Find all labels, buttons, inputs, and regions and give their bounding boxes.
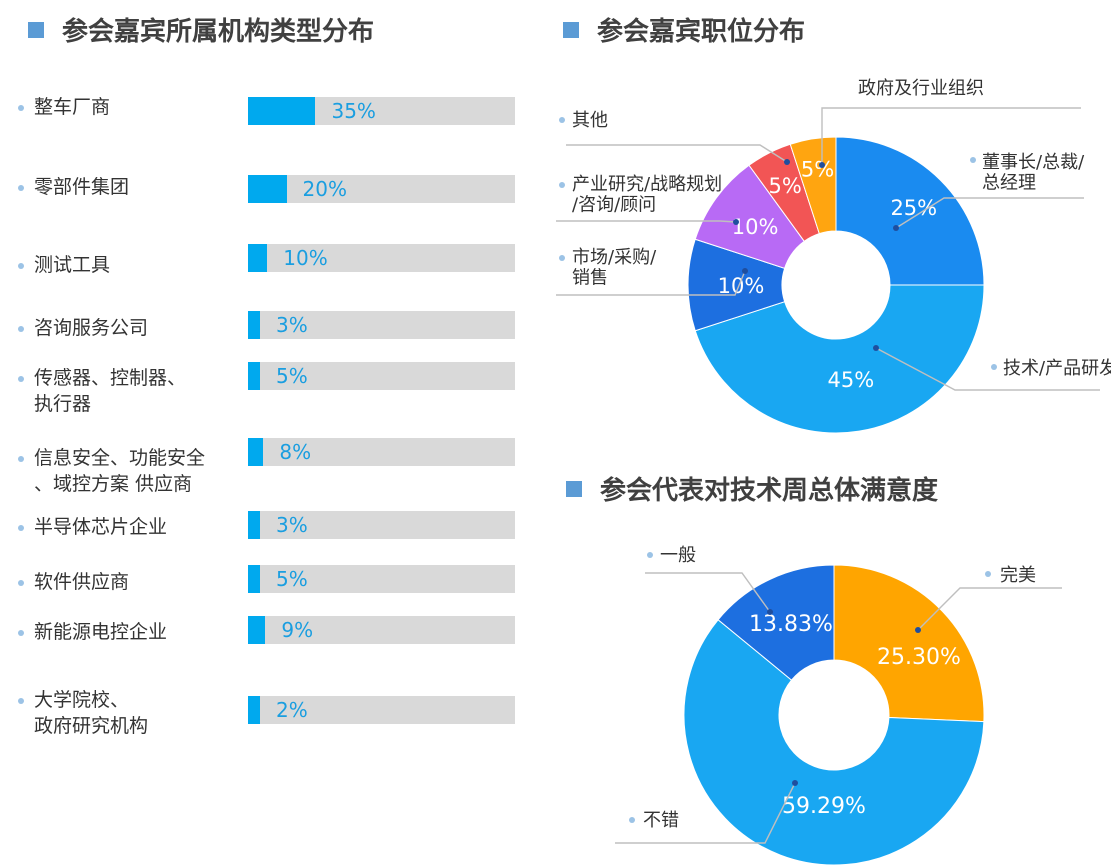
donut-slice <box>833 564 985 723</box>
bar-track: 3% <box>248 511 515 539</box>
org-type-title-text: 参会嘉宾所属机构类型分布 <box>62 17 375 47</box>
donut-category-label: 不错 <box>643 810 679 831</box>
donut-slice <box>683 619 985 865</box>
leader-dot-icon <box>767 609 773 615</box>
position-title: 参会嘉宾职位分布 <box>563 11 805 48</box>
leader-line <box>895 197 1084 229</box>
leader-line <box>556 270 746 296</box>
leader-dot-icon <box>819 162 825 168</box>
bar-category-label: 测试工具 <box>18 252 110 278</box>
donut-slice <box>717 564 835 681</box>
legend-bullet-icon <box>559 117 565 123</box>
donut-category-label: 董事长/总裁/总经理 <box>982 152 1085 194</box>
legend-bullet-icon <box>970 157 976 163</box>
leader-line <box>917 587 1062 631</box>
bar-value-label: 35% <box>331 99 376 123</box>
leader-line <box>615 782 796 844</box>
title-marker-icon <box>566 480 582 497</box>
donut-slice-value-label: 13.83% <box>749 612 833 637</box>
bar-category-label: 整车厂商 <box>18 94 110 120</box>
leader-line <box>875 347 1100 391</box>
donut-category-label: 一般 <box>660 545 696 566</box>
leader-line <box>556 220 737 223</box>
bar-category-label: 传感器、控制器、 执行器 <box>18 365 186 417</box>
leader-dot-icon <box>873 345 879 351</box>
donut-slice-value-label: 10% <box>732 215 779 239</box>
legend-bullet-icon <box>647 552 653 558</box>
bar-value-label: 5% <box>276 364 308 388</box>
donut-slice <box>835 136 985 286</box>
leader-line <box>645 572 771 613</box>
bar-value-label: 3% <box>276 313 308 337</box>
leader-dot-icon <box>784 159 790 165</box>
leader-dot-icon <box>915 627 921 633</box>
donut-slice-value-label: 45% <box>828 368 875 392</box>
bar-fill <box>248 438 264 466</box>
leader-line <box>566 144 788 163</box>
donut-category-label: 技术/产品研发 <box>1003 358 1111 379</box>
bar-category-label: 半导体芯片企业 <box>18 514 167 540</box>
bar-track: 9% <box>248 616 515 644</box>
bar-category-label: 大学院校、 政府研究机构 <box>18 687 148 739</box>
bar-value-label: 10% <box>283 246 328 270</box>
donut-slice <box>789 136 837 235</box>
leader-dot-icon <box>792 780 798 786</box>
leader-line <box>821 107 1081 165</box>
donut-slice-value-label: 5% <box>768 174 801 198</box>
bar-track: 5% <box>248 565 515 593</box>
bar-category-label: 软件供应商 <box>18 569 129 595</box>
donut-category-label: 政府及行业组织 <box>858 78 984 99</box>
bar-fill <box>248 362 260 390</box>
bar-track: 20% <box>248 175 515 203</box>
org-type-title: 参会嘉宾所属机构类型分布 <box>28 11 374 48</box>
donut-category-label: 产业研究/战略规划/咨询/顾问 <box>572 174 722 216</box>
satisfaction-title: 参会代表对技术周总体满意度 <box>566 470 938 507</box>
satisfaction-title-text: 参会代表对技术周总体满意度 <box>600 476 939 506</box>
title-marker-icon <box>563 21 579 38</box>
donut-slice-value-label: 25.30% <box>877 645 961 670</box>
donut-slice-value-label: 10% <box>718 274 765 298</box>
legend-bullet-icon <box>985 571 991 577</box>
position-title-text: 参会嘉宾职位分布 <box>597 17 806 47</box>
leader-dot-icon <box>893 225 899 231</box>
legend-bullet-icon <box>629 817 635 823</box>
title-marker-icon <box>28 21 44 38</box>
bar-fill <box>248 616 266 644</box>
bar-value-label: 20% <box>302 177 347 201</box>
bar-value-label: 8% <box>279 440 312 464</box>
bar-value-label: 5% <box>276 567 308 591</box>
donut-slice-value-label: 5% <box>801 157 834 181</box>
bar-category-label: 新能源电控企业 <box>18 619 167 645</box>
bar-track: 5% <box>248 362 515 390</box>
bar-fill <box>248 97 316 125</box>
donut-category-label: 市场/采购/销售 <box>572 247 657 289</box>
bar-track: 8% <box>248 438 515 466</box>
donut-category-label: 完美 <box>1000 565 1036 586</box>
donut-category-label: 其他 <box>572 110 608 131</box>
bar-value-label: 9% <box>281 618 314 642</box>
leader-dot-icon <box>733 219 739 225</box>
bar-fill <box>248 311 260 339</box>
legend-bullet-icon <box>559 255 565 261</box>
bar-track: 2% <box>248 696 515 724</box>
bar-track: 35% <box>248 97 515 125</box>
bar-fill <box>248 175 287 203</box>
legend-bullet-icon <box>991 364 997 370</box>
bar-fill <box>248 696 260 724</box>
bar-value-label: 3% <box>276 513 308 537</box>
bar-fill <box>248 511 260 539</box>
bar-category-label: 零部件集团 <box>18 174 129 200</box>
donut-slice-value-label: 59.29% <box>782 794 866 819</box>
bar-category-label: 信息安全、功能安全 、域控方案 供应商 <box>18 445 205 497</box>
bar-fill <box>248 244 268 272</box>
donut-slice <box>694 284 985 434</box>
bar-track: 10% <box>248 244 515 272</box>
legend-bullet-icon <box>559 182 565 188</box>
bar-value-label: 2% <box>276 698 308 722</box>
bar-category-label: 咨询服务公司 <box>18 315 148 341</box>
leader-dot-icon <box>742 268 748 274</box>
bar-fill <box>248 565 260 593</box>
bar-track: 3% <box>248 311 515 339</box>
